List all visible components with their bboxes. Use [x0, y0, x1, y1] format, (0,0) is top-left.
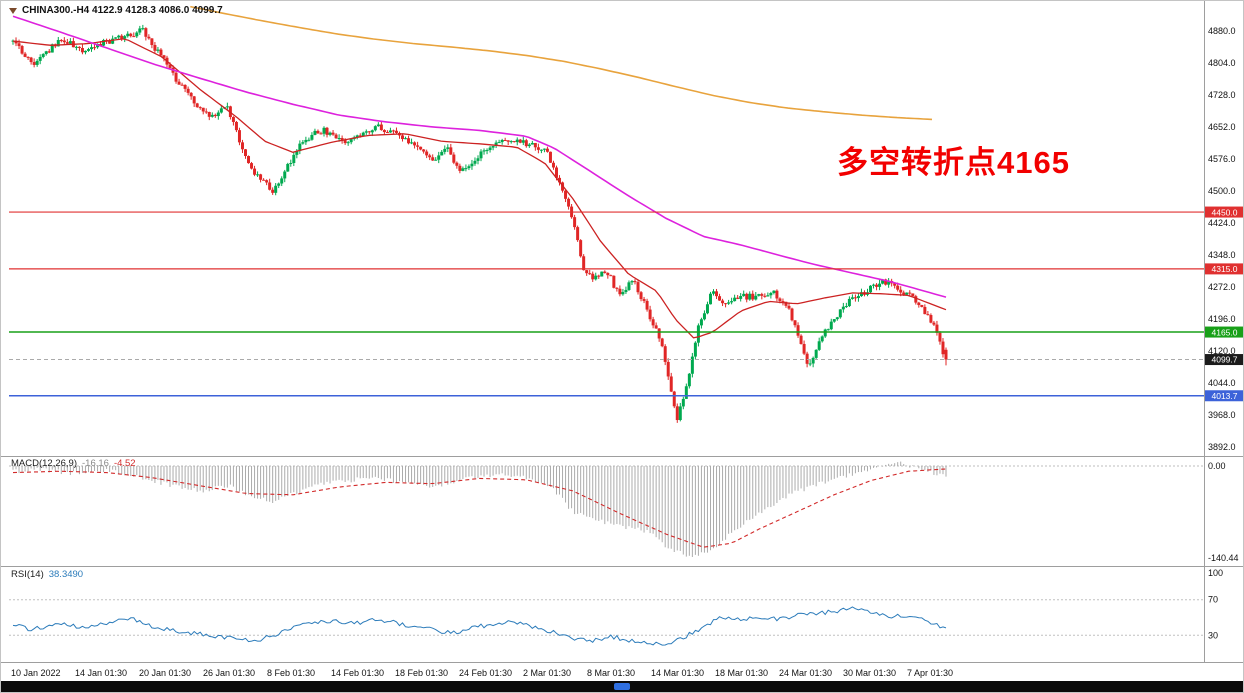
svg-text:4880.0: 4880.0 [1208, 26, 1236, 36]
taskbar-app-icon[interactable] [614, 683, 630, 690]
rsi-indicator-label: RSI(14) 38.3490 [11, 569, 83, 580]
svg-text:24 Mar 01:30: 24 Mar 01:30 [779, 668, 832, 678]
svg-text:2 Mar 01:30: 2 Mar 01:30 [523, 668, 571, 678]
svg-text:4315.0: 4315.0 [1212, 264, 1238, 274]
price-tag-4165.0 [1205, 326, 1243, 338]
svg-text:4044.0: 4044.0 [1208, 378, 1236, 388]
turning-point-annotation: 多空转折点4165 [837, 145, 1070, 180]
svg-text:10 Jan 2022: 10 Jan 2022 [11, 668, 61, 678]
ma-slow-line [190, 5, 933, 121]
rsi-value: 38.3490 [48, 569, 84, 580]
svg-text:4652.0: 4652.0 [1208, 122, 1236, 132]
svg-text:4099.7: 4099.7 [1212, 355, 1238, 365]
svg-text:18 Mar 01:30: 18 Mar 01:30 [715, 668, 768, 678]
svg-text:8 Mar 01:30: 8 Mar 01:30 [587, 668, 635, 678]
svg-text:4165.0: 4165.0 [1212, 327, 1238, 337]
svg-text:14 Mar 01:30: 14 Mar 01:30 [651, 668, 704, 678]
chart-symbol-title: CHINA300.-H4 4122.9 4128.3 4086.0 4099.7 [9, 5, 223, 16]
time-axis[interactable]: 10 Jan 2022 14 Jan 01:30 20 Jan 01:30 26 Ja… [11, 668, 953, 678]
panel-separators [1, 1, 1243, 663]
rsi-panel: 100 70 30 [9, 568, 1223, 646]
chart-symbol-icon [9, 8, 17, 14]
macd-signal-value: -4.52 [113, 458, 136, 469]
svg-text:70: 70 [1208, 595, 1218, 605]
svg-text:3892.0: 3892.0 [1208, 442, 1236, 452]
svg-text:8 Feb 01:30: 8 Feb 01:30 [267, 668, 315, 678]
price-tag-4099.7 [1205, 354, 1243, 366]
price-tag-4013.7 [1205, 390, 1243, 402]
svg-text:4804.0: 4804.0 [1208, 58, 1236, 68]
svg-text:7 Apr 01:30: 7 Apr 01:30 [907, 668, 953, 678]
svg-text:24 Feb 01:30: 24 Feb 01:30 [459, 668, 512, 678]
svg-text:4272.0: 4272.0 [1208, 282, 1236, 292]
price-axis[interactable]: 4880.0 4804.0 4728.0 4652.0 4576.0 4500.0 4424… [1208, 26, 1236, 452]
svg-text:4500.0: 4500.0 [1208, 186, 1236, 196]
svg-text:4013.7: 4013.7 [1212, 391, 1238, 401]
ma-fast-line [12, 38, 947, 339]
taskbar[interactable] [1, 681, 1243, 692]
macd-indicator-label: MACD(12,26,9) -16.16 -4.52 [11, 458, 136, 469]
macd-name: MACD(12,26,9) [11, 458, 77, 469]
rsi-name: RSI(14) [11, 569, 44, 580]
svg-text:20 Jan 01:30: 20 Jan 01:30 [139, 668, 191, 678]
svg-text:3968.0: 3968.0 [1208, 410, 1236, 420]
svg-text:-140.44: -140.44 [1208, 553, 1239, 563]
macd-main-value: -16.16 [82, 458, 109, 469]
svg-text:4120.0: 4120.0 [1208, 346, 1236, 356]
svg-text:4348.0: 4348.0 [1208, 250, 1236, 260]
svg-text:30: 30 [1208, 630, 1218, 640]
svg-text:4576.0: 4576.0 [1208, 154, 1236, 164]
svg-text:26 Jan 01:30: 26 Jan 01:30 [203, 668, 255, 678]
svg-text:14 Feb 01:30: 14 Feb 01:30 [331, 668, 384, 678]
rsi-line [12, 606, 947, 646]
svg-text:0.00: 0.00 [1208, 461, 1226, 471]
moving-averages [12, 5, 947, 339]
ma-mid-line [12, 15, 947, 298]
price-tag-4450.0 [1205, 206, 1243, 218]
price-tag-4315.0 [1205, 263, 1243, 275]
svg-text:14 Jan 01:30: 14 Jan 01:30 [75, 668, 127, 678]
svg-text:18 Feb 01:30: 18 Feb 01:30 [395, 668, 448, 678]
svg-text:4424.0: 4424.0 [1208, 218, 1236, 228]
svg-text:4728.0: 4728.0 [1208, 90, 1236, 100]
price-level-lines[interactable]: 4450.0 4315.0 4165.0 4099.7 4013.7 [9, 206, 1244, 402]
svg-text:4196.0: 4196.0 [1208, 314, 1236, 324]
svg-text:100: 100 [1208, 568, 1223, 578]
svg-text:30 Mar 01:30: 30 Mar 01:30 [843, 668, 896, 678]
macd-signal-line [12, 468, 947, 548]
chart-title-text: CHINA300.-H4 4122.9 4128.3 4086.0 4099.7 [22, 5, 223, 16]
svg-text:4450.0: 4450.0 [1212, 207, 1238, 217]
macd-panel: 0.00 -140.44 [9, 461, 1239, 563]
candles-layer [11, 24, 948, 423]
